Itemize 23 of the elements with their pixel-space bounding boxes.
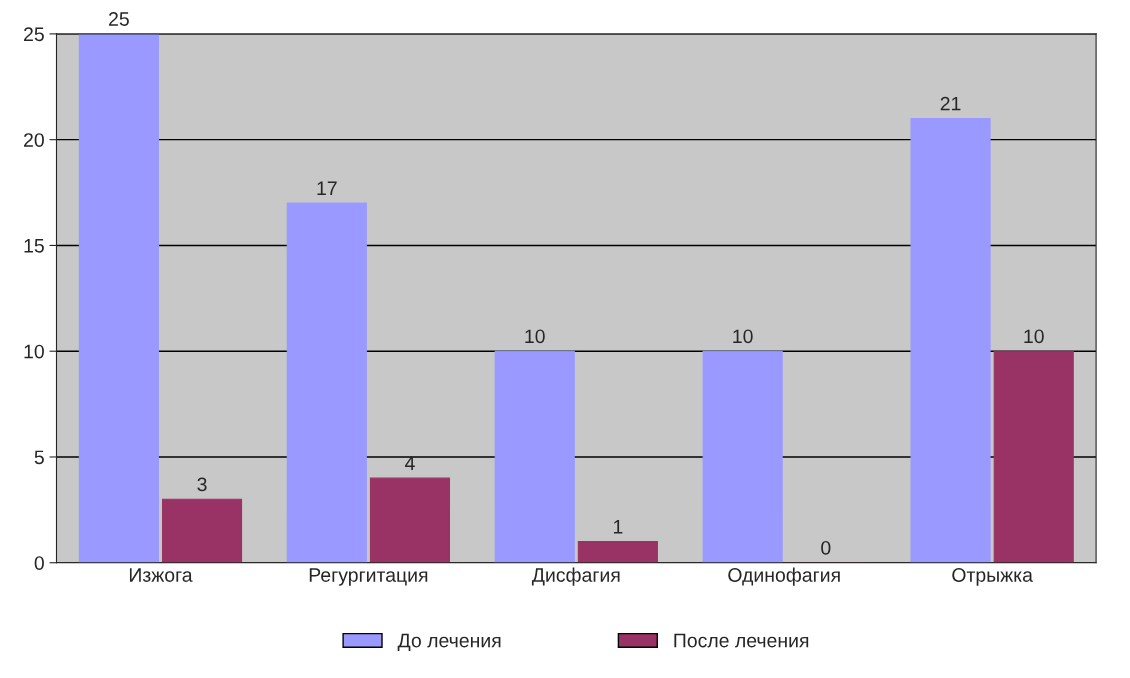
- data-label: 3: [197, 477, 207, 492]
- x-tick-label: Отрыжка: [952, 568, 1033, 586]
- x-tick-label: Одинофагия: [728, 567, 840, 586]
- data-label: 4: [405, 456, 415, 470]
- y-tick-label: 25: [24, 27, 44, 42]
- data-label: 10: [1024, 329, 1044, 344]
- y-tick-label: 0: [34, 556, 44, 570]
- y-tick-label: 20: [24, 133, 44, 147]
- data-label: 10: [525, 329, 545, 344]
- legend-label: До лечения: [397, 633, 501, 652]
- x-tick-label: Изжога: [129, 568, 193, 582]
- x-tick-label: Дисфагия: [531, 567, 620, 586]
- data-label: 0: [821, 540, 831, 555]
- y-tick-label: 5: [34, 450, 44, 465]
- data-label: 1: [613, 520, 623, 534]
- data-label: 25: [109, 12, 129, 26]
- data-label: 17: [317, 181, 337, 195]
- legend-label: После лечения: [674, 633, 809, 648]
- data-label: 21: [940, 96, 961, 111]
- y-tick-label: 10: [24, 344, 44, 359]
- x-tick-label: Регургитация: [309, 568, 428, 586]
- data-label: 10: [733, 329, 753, 344]
- y-tick-label: 15: [24, 239, 44, 253]
